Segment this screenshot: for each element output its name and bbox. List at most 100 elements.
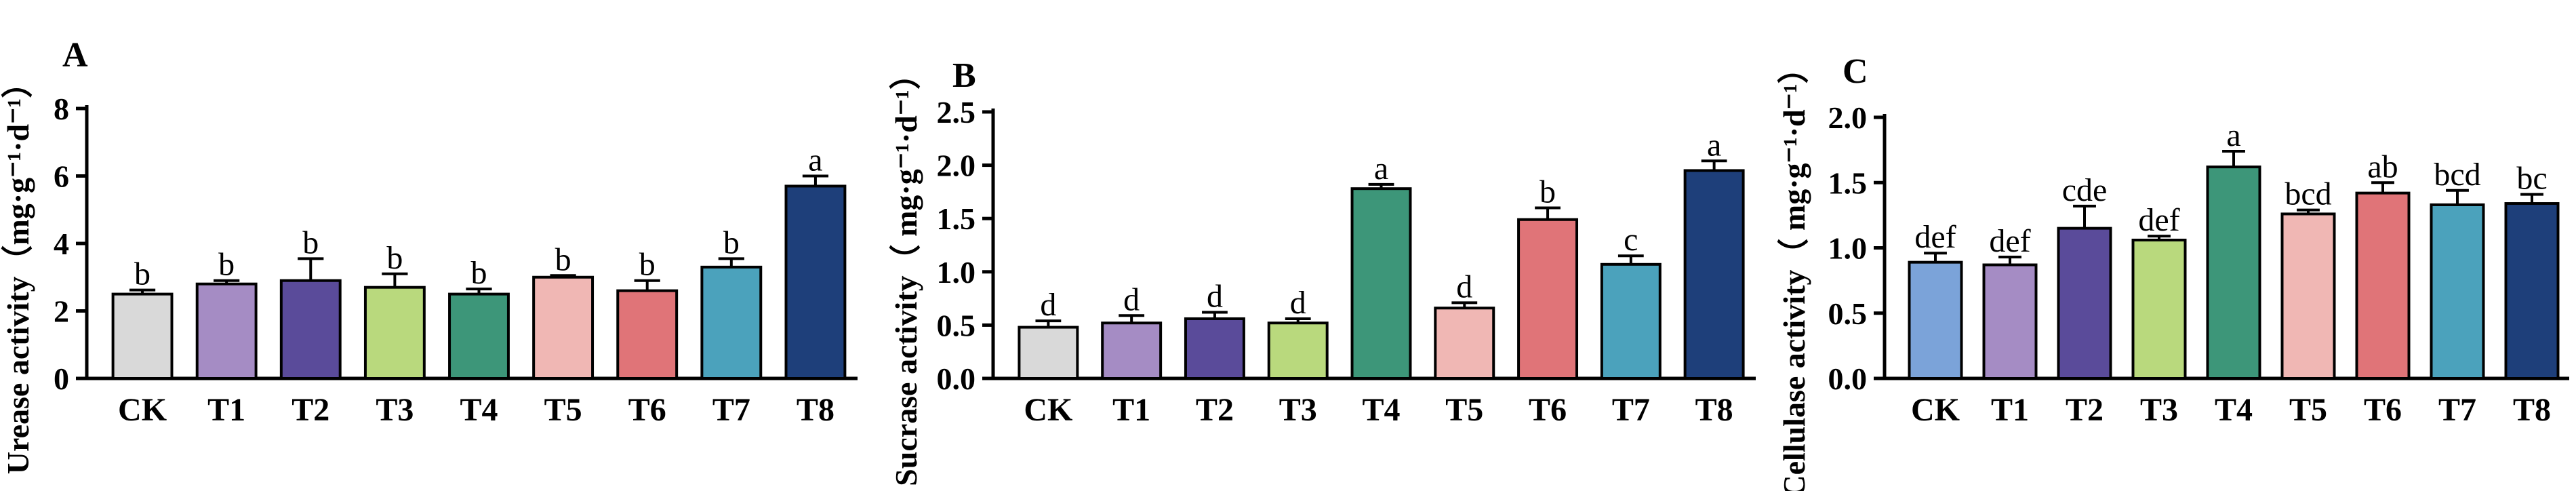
panel-label: A [62,36,88,75]
significance-label: def [2138,202,2179,238]
y-tick-label: 4 [54,227,69,261]
x-tick-label: T5 [2289,392,2327,428]
bar-t6 [2355,191,2411,380]
significance-label: cde [2062,172,2108,208]
x-tick-label: T7 [2438,392,2476,428]
x-tick-label: T8 [2513,392,2551,428]
significance-label: bcd [2285,176,2331,212]
bar-t3 [363,286,426,380]
bar-t6 [1517,218,1579,380]
significance-label: b [218,247,235,283]
x-tick-label: T2 [291,392,329,428]
x-tick-label: T1 [1112,392,1150,428]
bar-t7 [1600,262,1662,380]
x-tick-label: T4 [460,392,498,428]
x-tick-label: T7 [1612,392,1650,428]
y-tick-label: 1.0 [1828,231,1868,266]
x-tick-label: T8 [1695,392,1733,428]
significance-label: a [1374,151,1388,186]
x-tick-label: T1 [207,392,245,428]
significance-label: a [2226,117,2240,153]
panel-c: 0.0 0.5 1.0 1.5 2.0 def CK def T1 cde T2 def T3 a T4 bc… [1777,52,2569,491]
y-tick-label: 0.0 [1828,361,1868,396]
panel-label: B [952,56,976,95]
bar-t8 [1683,169,1745,380]
significance-label: a [808,142,822,178]
bar-ck [1908,260,1963,380]
bar-t2 [2057,227,2112,380]
y-tick-label: 1.5 [937,201,976,236]
significance-label: d [1290,285,1306,321]
significance-label: b [471,255,487,291]
significance-label: b [1539,174,1556,210]
x-tick-label: T7 [712,392,750,428]
panel-label: C [1843,52,1868,91]
y-tick-label: 0.0 [937,361,976,396]
bar-t3 [1267,321,1329,380]
bar-t4 [448,292,510,380]
significance-label: d [1123,281,1140,317]
x-tick-label: T4 [1362,392,1400,428]
significance-label: b [555,241,571,277]
bar-t8 [2504,202,2560,380]
bar-t6 [616,289,679,380]
x-tick-label: T6 [628,392,666,428]
significance-label: ab [2367,149,2398,184]
y-axis-title: Urease activity（mg·g⁻¹·d⁻¹） [1,67,35,474]
significance-label: d [1456,269,1472,305]
significance-label: bc [2516,161,2547,197]
x-tick-label: T2 [2066,392,2104,428]
x-tick-label: T6 [2364,392,2402,428]
x-tick-label: T6 [1529,392,1567,428]
x-tick-label: T2 [1196,392,1234,428]
bar-t1 [1982,263,2038,380]
bar-t8 [784,184,847,380]
bar-t7 [2430,203,2485,380]
bar-t3 [2131,238,2187,380]
significance-label: d [1207,279,1223,315]
bar-t2 [1184,317,1245,380]
x-tick-label: T1 [1991,392,2029,428]
y-tick-label: 0.5 [937,308,976,342]
y-tick-label: 2 [54,294,69,329]
x-tick-label: CK [118,392,167,428]
x-tick-label: T3 [1279,392,1317,428]
significance-label: c [1624,222,1638,258]
y-tick-label: 1.5 [1828,165,1868,200]
y-axis-title: Sucrase activity（ mg·g⁻¹·d⁻¹） [889,58,923,486]
significance-label: b [723,224,740,260]
significance-label: d [1040,287,1056,323]
x-tick-label: T8 [797,392,834,428]
y-tick-label: 0 [54,361,69,396]
bar-t5 [1434,307,1495,380]
bar-t5 [532,275,595,380]
significance-label: bcd [2434,157,2480,193]
significance-label: def [1914,219,1956,255]
y-axis-title: Cellulase activity（ mg·g⁻¹·d⁻¹） [1777,52,1811,491]
x-tick-label: T5 [1445,392,1483,428]
significance-label: def [1989,223,2030,259]
bar-t7 [700,265,763,380]
y-tick-label: 1.0 [937,255,976,290]
significance-label: b [302,224,319,260]
bar-t1 [1101,321,1163,380]
bar-ck [111,292,174,380]
bar-t5 [2280,212,2336,380]
significance-label: b [386,240,403,276]
y-tick-label: 0.5 [1828,296,1868,331]
significance-label: b [134,256,150,292]
x-tick-label: CK [1911,392,1960,428]
x-tick-label: CK [1024,392,1072,428]
y-tick-label: 8 [54,92,69,126]
panel-a: 0 2 4 6 8 b CK b T1 b T2 b T3 b T4 b T5 b T6 b T7 a T8 A Urease … [1,36,858,474]
panel-b: 0.0 0.5 1.0 1.5 2.0 2.5 d CK d T1 d T2 d T3 a T4 d T5 b T6 c… [889,56,1756,486]
x-tick-label: T4 [2215,392,2253,428]
bar-t1 [195,282,258,380]
x-tick-label: T3 [376,392,414,428]
bar-t2 [279,279,342,380]
bar-t4 [2206,165,2261,380]
bar-t4 [1350,187,1412,380]
y-tick-label: 2.0 [937,149,976,183]
x-tick-label: T3 [2140,392,2178,428]
